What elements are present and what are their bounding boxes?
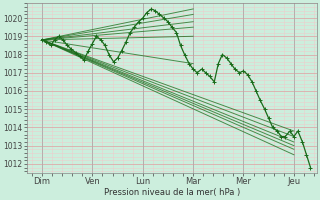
X-axis label: Pression niveau de la mer( hPa ): Pression niveau de la mer( hPa ) [104, 188, 240, 197]
